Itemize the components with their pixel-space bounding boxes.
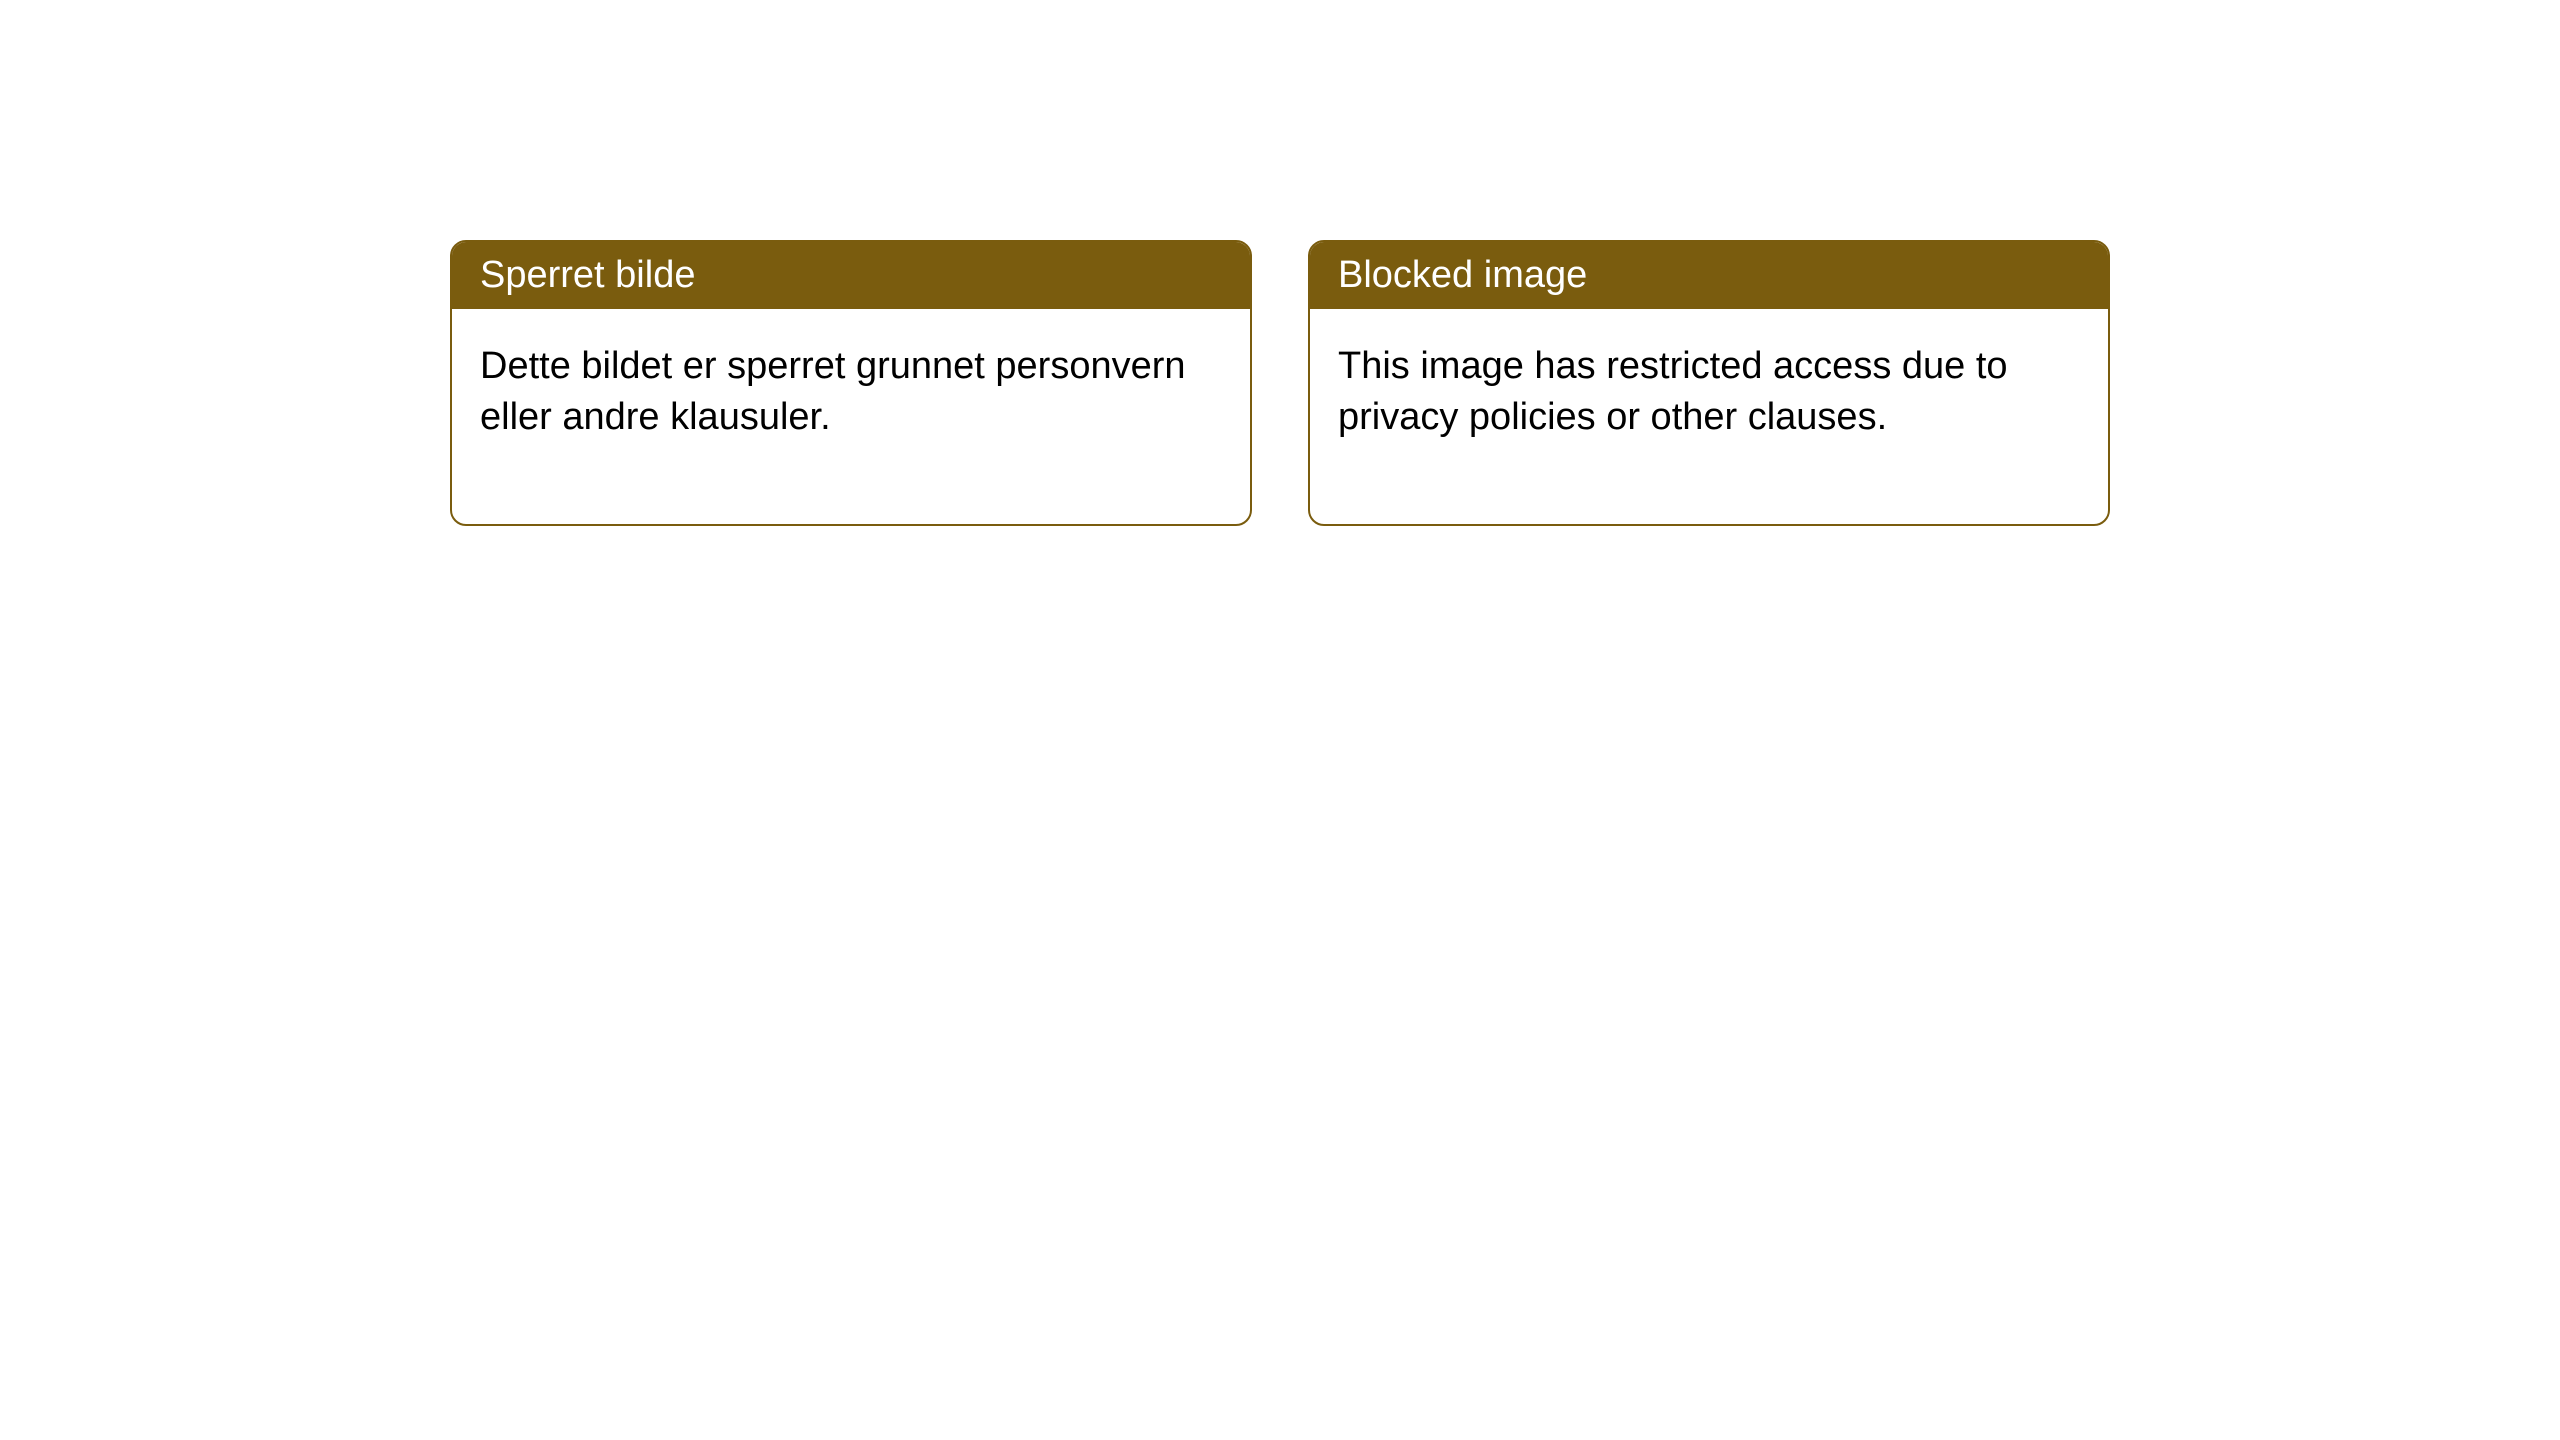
notice-body: Dette bildet er sperret grunnet personve… xyxy=(452,309,1250,524)
notice-header: Blocked image xyxy=(1310,242,2108,309)
notice-header: Sperret bilde xyxy=(452,242,1250,309)
notice-card-english: Blocked image This image has restricted … xyxy=(1308,240,2110,526)
notice-card-norwegian: Sperret bilde Dette bildet er sperret gr… xyxy=(450,240,1252,526)
notice-body: This image has restricted access due to … xyxy=(1310,309,2108,524)
